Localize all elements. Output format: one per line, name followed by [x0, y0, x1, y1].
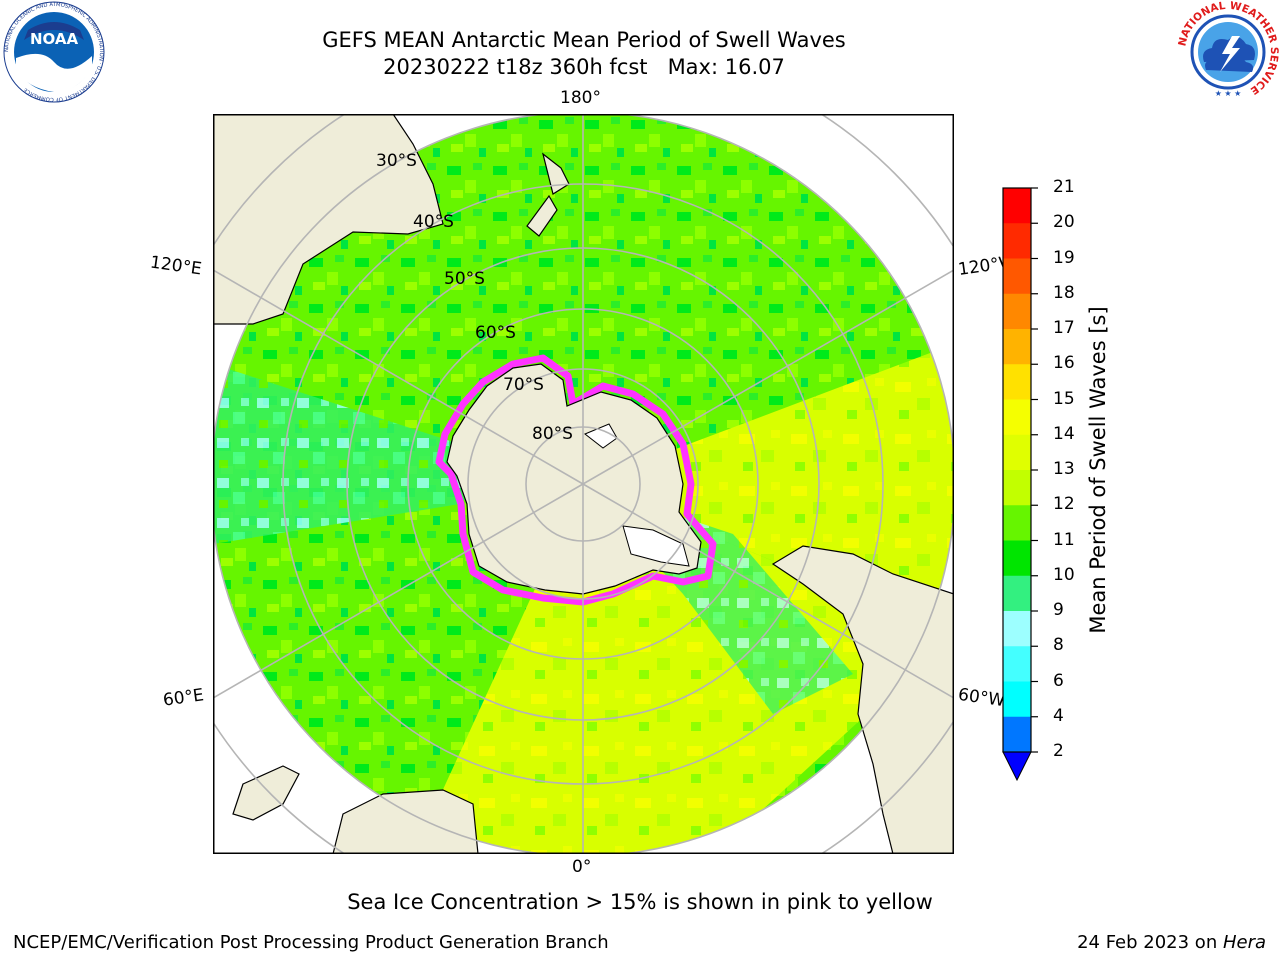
- lon-label-60w: 60°W: [956, 684, 1007, 712]
- colorbar-segment: [1003, 188, 1031, 224]
- colorbar-extend-triangle: [1002, 751, 1032, 782]
- polar-map: [213, 114, 954, 854]
- colorbar-segment: [1003, 470, 1031, 506]
- colorbar-segment: [1003, 611, 1031, 647]
- colorbar-tick-label: 10: [1053, 564, 1075, 585]
- colorbar-segment: [1003, 364, 1031, 400]
- colorbar-segment: [1003, 399, 1031, 436]
- colorbar-segment: [1003, 575, 1031, 612]
- colorbar-segment: [1003, 258, 1031, 295]
- colorbar-tick-label: 15: [1053, 388, 1075, 409]
- colorbar-segment: [1003, 540, 1031, 577]
- svg-text:★ ★ ★: ★ ★ ★: [1215, 89, 1242, 98]
- lat-label-30s: 30°S: [376, 151, 417, 171]
- madagascar-land: [232, 765, 300, 821]
- colorbar-tick-label: 16: [1053, 353, 1075, 374]
- colorbar-tick-label: 2: [1053, 741, 1064, 761]
- colorbar-segment: [1003, 681, 1031, 718]
- colorbar-tick-label: 9: [1053, 600, 1064, 620]
- colorbar-tick-label: 13: [1053, 459, 1075, 479]
- colorbar-tick-label: 12: [1053, 494, 1075, 515]
- colorbar: [1002, 187, 1038, 782]
- run-date: 24 Feb 2023 on: [1077, 932, 1223, 953]
- producer-credit: NCEP/EMC/Verification Post Processing Pr…: [13, 932, 609, 953]
- colorbar-segment: [1003, 223, 1031, 259]
- colorbar-tick-label: 14: [1053, 423, 1075, 444]
- colorbar-tick-label: 19: [1053, 247, 1075, 268]
- colorbar-tick-label: 4: [1053, 705, 1064, 726]
- lon-label-60e: 60°E: [161, 685, 206, 711]
- colorbar-segment: [1003, 434, 1031, 471]
- colorbar-segment: [1003, 329, 1031, 365]
- chart-title: GEFS MEAN Antarctic Mean Period of Swell…: [322, 28, 846, 52]
- colorbar-segment: [1003, 293, 1031, 330]
- lat-label-70s: 70°S: [503, 375, 544, 395]
- noaa-logo: NOAA NATIONAL OCEANIC AND ATMOSPHERIC AD…: [3, 1, 105, 103]
- colorbar-segment: [1003, 505, 1031, 541]
- colorbar-tick-label: 18: [1053, 282, 1075, 303]
- colorbar-tick-label: 21: [1053, 177, 1075, 197]
- nws-logo: NATIONAL WEATHER SERVICE ★ ★ ★: [1176, 0, 1280, 102]
- colorbar-tick-label: 20: [1053, 212, 1075, 233]
- map-panel: [213, 114, 954, 854]
- colorbar-tick-label: 6: [1053, 670, 1064, 691]
- colorbar-tick-label: 17: [1053, 318, 1075, 338]
- run-date-credit: 24 Feb 2023 on Hera: [1077, 932, 1266, 953]
- colorbar-segment: [1003, 646, 1031, 682]
- colorbar-segment: [1003, 716, 1031, 753]
- lat-label-40s: 40°S: [413, 212, 454, 232]
- sea-ice-footnote: Sea Ice Concentration > 15% is shown in …: [347, 890, 933, 914]
- lat-label-80s: 80°S: [532, 424, 573, 444]
- colorbar-tick-label: 11: [1053, 529, 1075, 550]
- colorbar-label: Mean Period of Swell Waves [s]: [1086, 306, 1110, 634]
- colorbar-tick-label: 8: [1053, 635, 1064, 656]
- lat-label-60s: 60°S: [475, 323, 516, 343]
- lat-label-50s: 50°S: [444, 269, 485, 289]
- host-name: Hera: [1222, 932, 1266, 953]
- lon-label-180: 180°: [560, 88, 601, 108]
- lon-label-120e: 120°E: [148, 252, 203, 280]
- noaa-logo-text: NOAA: [30, 30, 79, 48]
- chart-subtitle: 20230222 t18z 360h fcst Max: 16.07: [383, 55, 785, 79]
- lon-label-0: 0°: [572, 857, 592, 877]
